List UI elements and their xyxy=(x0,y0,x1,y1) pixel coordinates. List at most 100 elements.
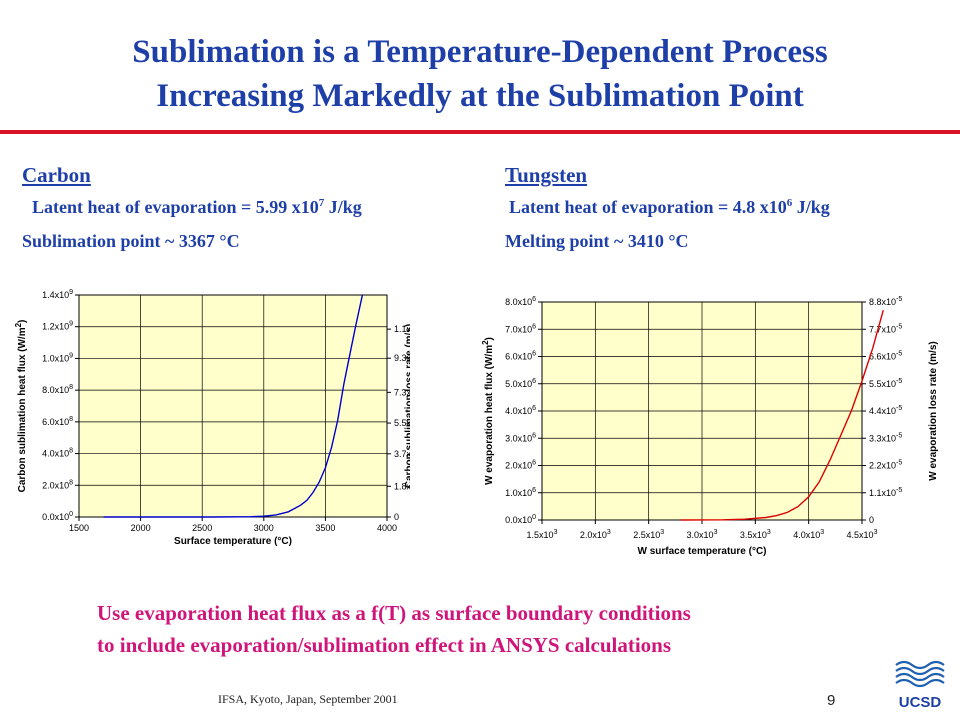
tungsten-x-tick-label: 4.0x103 xyxy=(793,529,824,540)
note-line-1: Use evaporation heat flux as a f(T) as s… xyxy=(97,601,691,625)
carbon-chart: 1500 2000 2500 3000 3500 4000 0.0x100 2.0x108 4.… xyxy=(14,285,425,560)
tungsten-y2-tick-label-mantissa: 6.6x10 xyxy=(869,352,896,362)
tungsten-y2-tick-label-mantissa: 7.7x10 xyxy=(869,324,896,334)
tungsten-latent-text: Latent heat of evaporation = 4.8 x10 xyxy=(509,197,787,217)
tungsten-y-tick-label-exp: 6 xyxy=(532,323,536,330)
carbon-y-tick-label-mantissa: 8.0x10 xyxy=(42,385,69,395)
tungsten-y-tick-label: 4.0x106 xyxy=(505,405,536,416)
tungsten-y-tick-label: 2.0x106 xyxy=(505,460,536,471)
carbon-y-tick-label-mantissa: 4.0x10 xyxy=(42,449,69,459)
ucsd-logo-text: UCSD xyxy=(899,694,942,711)
tungsten-y-tick-label-exp: 6 xyxy=(532,432,536,439)
carbon-y-tick-label: 1.0x109 xyxy=(42,352,73,363)
tungsten-y2-tick-label: 0 xyxy=(869,515,874,525)
tungsten-x-tick-label: 4.5x103 xyxy=(847,529,878,540)
carbon-latent-unit: J/kg xyxy=(324,197,362,217)
tungsten-y2-tick-label-mantissa: 8.8x10 xyxy=(869,297,896,307)
carbon-y-tick-label-mantissa: 1.0x10 xyxy=(42,353,69,363)
tungsten-x-tick-label-exp: 3 xyxy=(874,529,878,536)
carbon-y2-tick-label-mantissa: 1.1x10 xyxy=(394,324,410,334)
carbon-y2-tick-label-mantissa: 3.7x10 xyxy=(394,449,410,459)
carbon-y-tick-label-exp: 0 xyxy=(69,511,73,518)
tungsten-x-tick-label: 3.5x103 xyxy=(740,529,771,540)
tungsten-y-tick-label: 5.0x106 xyxy=(505,378,536,389)
tungsten-info: Tungsten Latent heat of evaporation = 4.… xyxy=(505,160,830,258)
carbon-y2-tick-label-mantissa: 9.3x10 xyxy=(394,353,410,363)
carbon-sublimation-point: Sublimation point ~ 3367 °C xyxy=(22,231,240,251)
tungsten-y-tick-label-mantissa: 7.0x10 xyxy=(505,324,532,334)
tungsten-x-tick-label-mantissa: 2.0x10 xyxy=(580,530,607,540)
tungsten-x-tick-label: 1.5x103 xyxy=(527,529,558,540)
ucsd-logo: UCSD xyxy=(895,660,945,711)
tungsten-y2-tick-label-exp: -5 xyxy=(896,405,902,412)
carbon-x-tick-label: 2500 xyxy=(192,523,212,533)
carbon-y-tick-label-exp: 9 xyxy=(69,352,73,359)
tungsten-x-tick-label-exp: 3 xyxy=(767,529,771,536)
carbon-y-tick-label-exp: 8 xyxy=(69,479,73,486)
carbon-series-line xyxy=(103,294,364,518)
tungsten-y-axis-label: W evaporation heat flux (W/m2) xyxy=(481,337,495,485)
title-divider xyxy=(0,130,960,134)
carbon-y-tick-label: 8.0x108 xyxy=(42,384,73,395)
carbon-y-tick-label: 1.2x109 xyxy=(42,321,73,332)
tungsten-x-tick-label-exp: 3 xyxy=(554,529,558,536)
carbon-y-tick-label-mantissa: 2.0x10 xyxy=(42,480,69,490)
tungsten-y2-tick-label: 1.1x10-5 xyxy=(869,487,902,498)
carbon-y-tick-label-exp: 8 xyxy=(69,416,73,423)
tungsten-y-tick-label: 6.0x106 xyxy=(505,351,536,362)
tungsten-y-tick-label-mantissa: 8.0x10 xyxy=(505,297,532,307)
tungsten-x-tick-label-exp: 3 xyxy=(660,529,664,536)
tungsten-y-tick-label: 1.0x106 xyxy=(505,487,536,498)
tungsten-x-tick-label: 2.5x103 xyxy=(633,529,664,540)
tungsten-y2-tick-label-exp: -5 xyxy=(896,323,902,330)
tungsten-x-tick-label-exp: 3 xyxy=(820,529,824,536)
carbon-y-axis-label-sup: 2 xyxy=(15,322,23,327)
tungsten-y2-tick-label-mantissa: 2.2x10 xyxy=(869,461,896,471)
tungsten-latent-heat: Latent heat of evaporation = 4.8 x106 J/… xyxy=(505,190,830,224)
tungsten-x-axis-label: W surface temperature (°C) xyxy=(637,546,766,557)
carbon-y-tick-label-mantissa: 6.0x10 xyxy=(42,417,69,427)
tungsten-heading: Tungsten xyxy=(505,163,588,187)
carbon-x-tick-label: 1500 xyxy=(69,523,89,533)
tungsten-y-tick-label-exp: 6 xyxy=(532,378,536,385)
tungsten-y2-tick-label: 6.6x10-5 xyxy=(869,351,902,362)
tungsten-y2-tick-label: 5.5x10-5 xyxy=(869,378,902,389)
tungsten-y-tick-label: 0.0x100 xyxy=(505,514,536,525)
tungsten-y-axis-label-sup: 2 xyxy=(481,340,490,345)
tungsten-y2-tick-label-exp: -5 xyxy=(896,487,902,494)
slide-title: Sublimation is a Temperature-Dependent P… xyxy=(0,30,960,118)
tungsten-y-tick-label-mantissa: 2.0x10 xyxy=(505,461,532,471)
carbon-y-tick-label: 1.4x109 xyxy=(42,289,73,300)
tungsten-y-tick-label: 7.0x106 xyxy=(505,323,536,334)
tungsten-y-axis-label-text: W evaporation heat flux (W/m xyxy=(484,345,495,485)
carbon-y2-tick-label-mantissa: 0 xyxy=(394,512,399,522)
tungsten-y2-tick-label: 8.8x10-5 xyxy=(869,296,902,307)
carbon-y2-tick-label-mantissa: 5.5x10 xyxy=(394,418,410,428)
carbon-y-axis-label: Carbon sublimation heat flux (W/m2) xyxy=(15,320,28,493)
tungsten-y2-tick-label-mantissa: 4.4x10 xyxy=(869,406,896,416)
title-line-2: Increasing Markedly at the Sublimation P… xyxy=(156,78,804,114)
tungsten-y2-tick-label: 4.4x10-5 xyxy=(869,405,902,416)
tungsten-y2-tick-label-exp: -5 xyxy=(896,351,902,358)
carbon-latent-exp: 7 xyxy=(318,197,325,209)
tungsten-y2-tick-label-mantissa: 5.5x10 xyxy=(869,379,896,389)
tungsten-y2-tick-label-exp: -5 xyxy=(896,432,902,439)
tungsten-melting-point: Melting point ~ 3410 °C xyxy=(505,231,689,251)
carbon-latent-text: Latent heat of evaporation = 5.99 x10 xyxy=(32,197,319,217)
carbon-y2-axis-label: Carbon sublimation loss rate (m/s) xyxy=(404,324,410,488)
tungsten-x-tick-label: 2.0x103 xyxy=(580,529,611,540)
carbon-heading: Carbon xyxy=(22,163,91,187)
carbon-y-tick-label-mantissa: 1.4x10 xyxy=(42,290,69,300)
carbon-y-tick-label-mantissa: 1.2x10 xyxy=(42,322,69,332)
tungsten-y-tick-label-exp: 6 xyxy=(532,405,536,412)
carbon-plot-area xyxy=(78,294,388,518)
tungsten-y2-axis-label: W evaporation loss rate (m/s) xyxy=(928,341,939,480)
tungsten-series-line xyxy=(680,310,884,521)
carbon-y-tick-label-exp: 9 xyxy=(69,289,73,296)
tungsten-x-tick-label: 3.0x103 xyxy=(687,529,718,540)
tungsten-y-axis-label-tail: ) xyxy=(484,337,495,340)
carbon-x-tick-label: 4000 xyxy=(377,523,397,533)
carbon-x-tick-label: 3500 xyxy=(315,523,335,533)
tungsten-x-tick-label-mantissa: 3.0x10 xyxy=(687,530,714,540)
tungsten-y-tick-label-exp: 6 xyxy=(532,351,536,358)
